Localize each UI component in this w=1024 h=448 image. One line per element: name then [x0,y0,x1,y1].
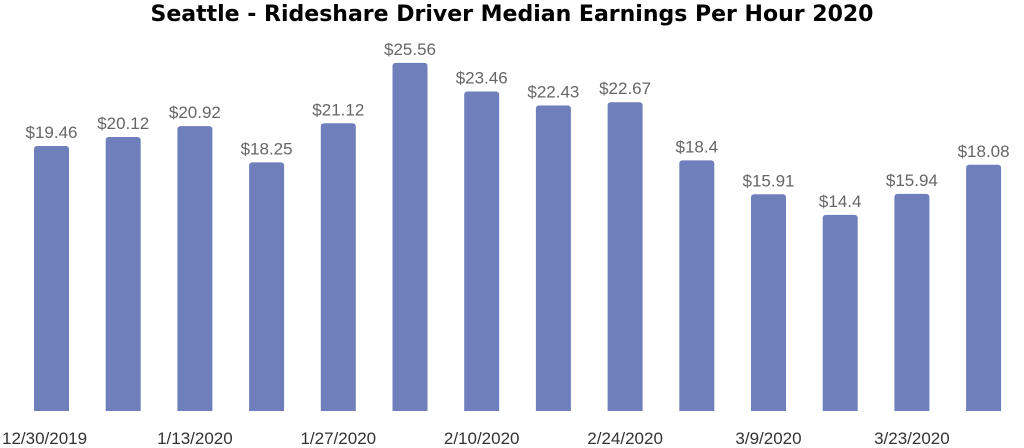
value-label: $18.25 [241,139,293,158]
bar-3-9-2020 [751,194,786,417]
bar-2-17-2020 [535,105,571,417]
x-tick-label: 2/10/2020 [444,429,520,448]
bar-1-27-2020 [320,123,356,418]
value-label: $21.12 [312,100,364,119]
value-label: $23.46 [456,69,508,88]
x-tick-label: 2/24/2020 [587,429,663,448]
value-label: $22.67 [599,79,651,98]
bar-12-30-2019 [34,146,69,417]
value-label: $19.46 [26,123,78,142]
value-label: $14.4 [819,192,862,211]
chart-title: Seattle - Rideshare Driver Median Earnin… [150,2,874,27]
x-tick-label: 3/23/2020 [874,429,950,448]
value-label: $22.43 [527,83,579,102]
x-tick-label: 12/30/2019 [2,429,87,448]
value-label: $25.56 [384,40,436,59]
x-tick-label: 1/27/2020 [300,429,376,448]
bar-1-6-2020 [105,137,141,417]
x-tick-label: 1/13/2020 [157,429,233,448]
value-label: $18.08 [958,142,1010,161]
bar-3-30-2020 [966,164,1002,417]
plot-bottom-edge [0,411,1024,448]
bar-1-13-2020 [177,126,213,417]
bar-2-10-2020 [464,91,500,417]
value-label: $15.94 [886,171,938,190]
x-tick-label: 3/9/2020 [735,429,801,448]
value-label: $18.4 [676,137,719,156]
value-label: $20.92 [169,103,221,122]
value-label: $15.91 [743,171,795,190]
bar-3-2-2020 [679,160,715,417]
bar-2-3-2020 [392,62,428,418]
bar-1-20-2020 [249,162,285,417]
bar-2-24-2020 [607,102,643,417]
bar-3-23-2020 [894,193,930,417]
bar-3-16-2020 [822,214,858,417]
value-label: $20.12 [97,114,149,133]
